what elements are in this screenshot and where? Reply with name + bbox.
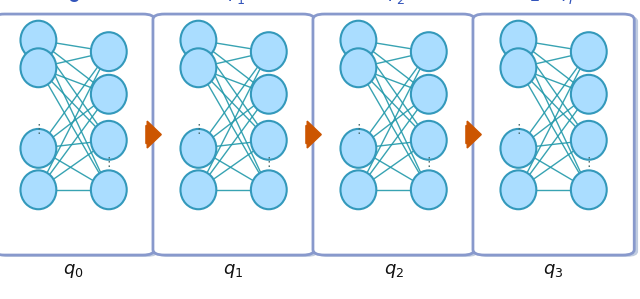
Ellipse shape bbox=[500, 21, 536, 60]
Text: ⋮: ⋮ bbox=[192, 123, 205, 136]
Ellipse shape bbox=[180, 129, 216, 168]
FancyBboxPatch shape bbox=[157, 16, 318, 257]
Ellipse shape bbox=[571, 121, 607, 160]
Ellipse shape bbox=[251, 32, 287, 71]
FancyBboxPatch shape bbox=[317, 16, 478, 257]
Ellipse shape bbox=[20, 21, 56, 60]
Text: $\Phi_2$: $\Phi_2$ bbox=[382, 0, 405, 6]
FancyBboxPatch shape bbox=[153, 14, 314, 255]
Ellipse shape bbox=[500, 170, 536, 209]
Ellipse shape bbox=[340, 129, 376, 168]
Ellipse shape bbox=[251, 170, 287, 209]
Ellipse shape bbox=[20, 170, 56, 209]
Ellipse shape bbox=[91, 170, 127, 209]
Text: ⋮: ⋮ bbox=[422, 156, 435, 169]
Ellipse shape bbox=[180, 21, 216, 60]
Text: ⋮: ⋮ bbox=[512, 123, 525, 136]
Text: ⋮: ⋮ bbox=[262, 156, 275, 169]
Text: ⋮: ⋮ bbox=[32, 123, 45, 136]
FancyBboxPatch shape bbox=[473, 14, 634, 255]
FancyArrow shape bbox=[466, 121, 481, 148]
Ellipse shape bbox=[180, 48, 216, 87]
Ellipse shape bbox=[20, 129, 56, 168]
FancyBboxPatch shape bbox=[313, 14, 474, 255]
Text: ⋮: ⋮ bbox=[102, 156, 115, 169]
Text: $\Phi_1$: $\Phi_1$ bbox=[222, 0, 245, 6]
Text: $q_0$: $q_0$ bbox=[63, 262, 84, 280]
Ellipse shape bbox=[411, 121, 447, 160]
Ellipse shape bbox=[340, 170, 376, 209]
Text: $q_2$: $q_2$ bbox=[383, 262, 404, 280]
Ellipse shape bbox=[91, 121, 127, 160]
Ellipse shape bbox=[411, 170, 447, 209]
Ellipse shape bbox=[340, 48, 376, 87]
Text: $q_1$: $q_1$ bbox=[223, 262, 244, 280]
Ellipse shape bbox=[500, 48, 536, 87]
Text: ⋮: ⋮ bbox=[352, 123, 365, 136]
Ellipse shape bbox=[411, 32, 447, 71]
Text: 0: 0 bbox=[67, 0, 80, 6]
Ellipse shape bbox=[571, 75, 607, 114]
Text: ⋮: ⋮ bbox=[582, 156, 595, 169]
FancyBboxPatch shape bbox=[0, 14, 154, 255]
FancyArrow shape bbox=[306, 121, 321, 148]
Ellipse shape bbox=[91, 32, 127, 71]
Ellipse shape bbox=[20, 48, 56, 87]
Ellipse shape bbox=[251, 121, 287, 160]
FancyBboxPatch shape bbox=[0, 16, 158, 257]
FancyBboxPatch shape bbox=[477, 16, 638, 257]
Text: $q_3$: $q_3$ bbox=[543, 262, 564, 280]
Text: $1 - r_F$: $1 - r_F$ bbox=[529, 0, 579, 6]
Ellipse shape bbox=[251, 75, 287, 114]
Ellipse shape bbox=[411, 75, 447, 114]
Ellipse shape bbox=[340, 21, 376, 60]
Ellipse shape bbox=[500, 129, 536, 168]
Ellipse shape bbox=[91, 75, 127, 114]
Ellipse shape bbox=[180, 170, 216, 209]
Ellipse shape bbox=[571, 170, 607, 209]
FancyArrow shape bbox=[146, 121, 161, 148]
Ellipse shape bbox=[571, 32, 607, 71]
